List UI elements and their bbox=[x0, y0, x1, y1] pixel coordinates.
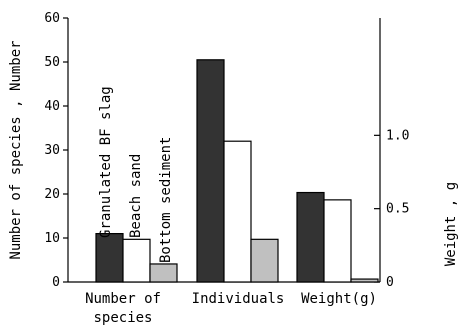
x-axis-category-label: species bbox=[93, 310, 152, 326]
y-axis-right-tick-label: 0 bbox=[386, 275, 394, 290]
y-axis-right-label: Weight , g bbox=[443, 182, 459, 266]
y-axis-left-tick-label: 40 bbox=[44, 99, 60, 114]
bar-granulated-bf-slag bbox=[95, 233, 124, 283]
bar-beach-sand bbox=[122, 238, 151, 283]
bar-bottom-sediment bbox=[250, 238, 279, 283]
bar-granulated-bf-slag bbox=[196, 59, 225, 283]
y-axis-left-tick-label: 30 bbox=[44, 143, 60, 158]
x-axis-category-label: Weight(g) bbox=[301, 291, 377, 307]
legend-label-beach-sand: Beach sand bbox=[128, 154, 144, 238]
bar-beach-sand bbox=[223, 140, 252, 283]
x-axis-category-label: Number of bbox=[85, 291, 161, 307]
y-axis-left-tick-label: 20 bbox=[44, 187, 60, 202]
y-axis-left-label: Number of species , Number bbox=[8, 40, 24, 259]
y-axis-left-tick-label: 10 bbox=[44, 231, 60, 246]
bar-granulated-bf-slag bbox=[296, 191, 325, 283]
bars-group bbox=[95, 59, 379, 283]
y-axis-right-tick-label: 1.0 bbox=[386, 128, 409, 143]
legend-label-bottom-sediment: Bottom sediment bbox=[158, 137, 174, 263]
bar-bottom-sediment bbox=[149, 263, 178, 283]
x-axis-labels: Number of species Individuals Weight(g) bbox=[85, 291, 377, 326]
y-axis-left-ticks: 0 10 20 30 40 50 60 bbox=[44, 11, 68, 290]
bar-beach-sand bbox=[323, 199, 352, 283]
legend: Granulated BF slag Beach sand Bottom sed… bbox=[98, 86, 174, 263]
y-axis-left-tick-label: 50 bbox=[44, 55, 60, 70]
x-axis-category-label: Individuals bbox=[192, 291, 285, 307]
legend-label-granulated-bf-slag: Granulated BF slag bbox=[98, 86, 114, 238]
y-axis-right-tick-label: 0.5 bbox=[386, 202, 409, 217]
y-axis-left-tick-label: 60 bbox=[44, 11, 60, 26]
y-axis-right-ticks: 0 0.5 1.0 bbox=[374, 128, 409, 290]
bar-bottom-sediment bbox=[350, 278, 379, 283]
y-axis-left-tick-label: 0 bbox=[52, 275, 60, 290]
